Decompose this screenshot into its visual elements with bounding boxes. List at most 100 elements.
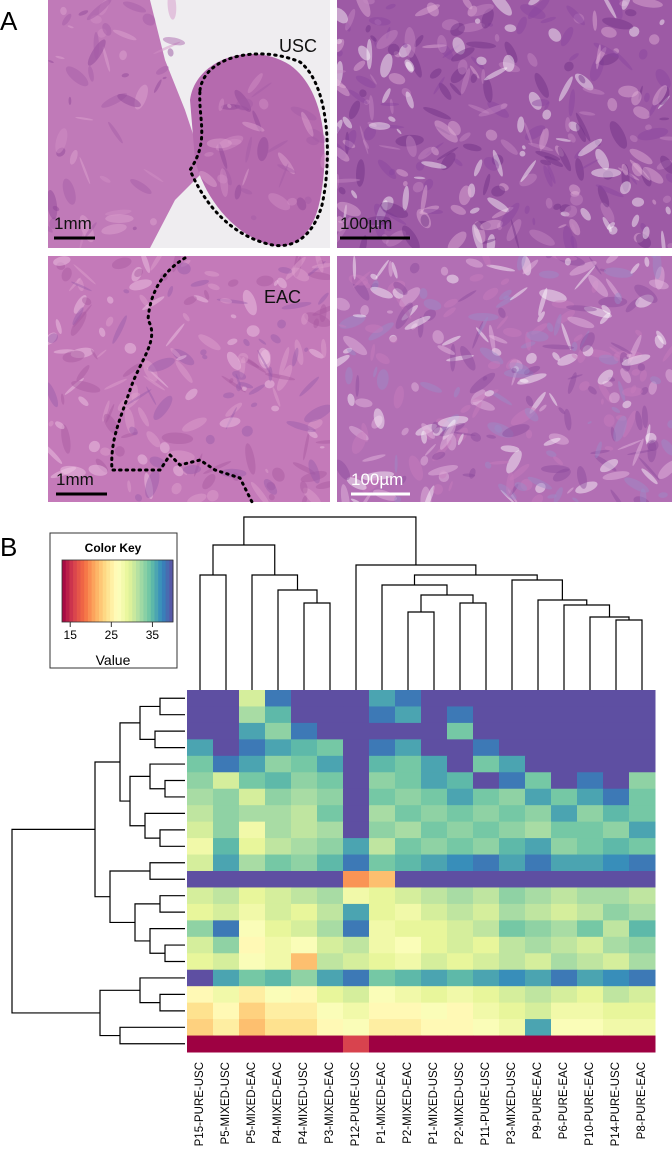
heatmap-cell [343, 772, 370, 790]
color-key-swatch [76, 560, 81, 622]
texture [426, 2, 439, 17]
texture [319, 304, 327, 323]
texture [498, 307, 506, 318]
heatmap-cell [291, 772, 318, 790]
heatmap-cell [603, 722, 630, 740]
texture [144, 472, 154, 500]
texture [48, 382, 59, 408]
texture [48, 189, 58, 220]
texture [153, 79, 162, 93]
color-key-swatch [158, 560, 163, 622]
texture [602, 17, 634, 30]
texture [206, 489, 219, 502]
texture [552, 256, 578, 261]
heatmap-cell [525, 969, 552, 987]
texture [602, 216, 612, 232]
texture [578, 138, 603, 157]
texture [307, 429, 318, 439]
heatmap-cell [577, 805, 604, 823]
texture [87, 39, 106, 66]
texture [337, 141, 346, 160]
texture [394, 454, 398, 474]
heatmap-cell [551, 788, 578, 806]
column-label: P4-MIXED-EAC [272, 1062, 284, 1144]
texture [392, 288, 404, 299]
texture [61, 424, 71, 454]
heatmap-cell [395, 887, 422, 905]
tissue [48, 256, 330, 502]
texture [299, 376, 320, 397]
texture [337, 201, 361, 217]
color-key-swatch [143, 560, 148, 622]
texture [632, 438, 644, 466]
heatmap-cell [447, 690, 474, 707]
heatmap-cell [239, 1002, 266, 1020]
texture [553, 203, 562, 210]
texture [457, 433, 464, 446]
texture [597, 369, 614, 385]
heatmap-cell [447, 854, 474, 872]
texture [517, 116, 525, 133]
texture [539, 128, 545, 152]
color-key-border [61, 559, 174, 623]
texture [389, 334, 398, 343]
texture [568, 89, 575, 117]
heatmap-cell [473, 969, 500, 987]
heatmap-cell [239, 920, 266, 938]
color-key-swatch [121, 560, 126, 622]
texture [607, 376, 616, 382]
texture [150, 218, 157, 226]
heatmap-cell [551, 953, 578, 971]
texture [487, 101, 509, 118]
heatmap-cell [213, 739, 240, 757]
texture [237, 352, 249, 364]
texture [582, 87, 605, 95]
texture [150, 256, 165, 271]
texture [658, 86, 670, 105]
column-label: P5-MIXED-EAC [246, 1062, 258, 1144]
texture [620, 368, 632, 384]
dendrogram-branch [381, 584, 448, 690]
texture [404, 27, 416, 58]
texture [405, 61, 414, 73]
texture [627, 335, 642, 365]
heatmap-cell [265, 772, 292, 790]
heatmap-cell [551, 772, 578, 790]
heatmap-cell [499, 1019, 526, 1037]
heatmap-cell [447, 805, 474, 823]
heatmap-cell [317, 871, 344, 888]
texture [529, 229, 555, 246]
texture [487, 360, 501, 370]
texture [472, 401, 482, 418]
color-key-swatch [87, 560, 93, 622]
texture [450, 204, 466, 215]
heatmap-cell [447, 1002, 474, 1020]
heatmap-cell [421, 920, 448, 938]
dendrogram-branch [243, 516, 417, 565]
heatmap-cell [317, 969, 344, 987]
texture [558, 76, 573, 102]
heatmap-cell [291, 821, 318, 839]
heatmap-cell [395, 739, 422, 757]
heatmap-cell [213, 936, 240, 954]
texture [67, 25, 74, 29]
heatmap-cell [525, 936, 552, 954]
column-label: P1-MIXED-EAC [376, 1062, 388, 1144]
texture [604, 446, 614, 451]
texture [442, 419, 456, 440]
texture [470, 389, 486, 406]
heatmap-cell [499, 903, 526, 921]
texture [234, 89, 252, 112]
texture [647, 439, 659, 452]
heatmap-cell [395, 772, 422, 790]
heatmap-cell [317, 986, 344, 1004]
texture [294, 339, 304, 366]
dendrogram-branch [159, 895, 185, 913]
texture [548, 28, 562, 42]
texture [553, 456, 564, 466]
texture [629, 26, 640, 37]
texture [514, 482, 528, 492]
texture [554, 145, 564, 157]
texture [462, 0, 473, 10]
texture [662, 195, 672, 204]
